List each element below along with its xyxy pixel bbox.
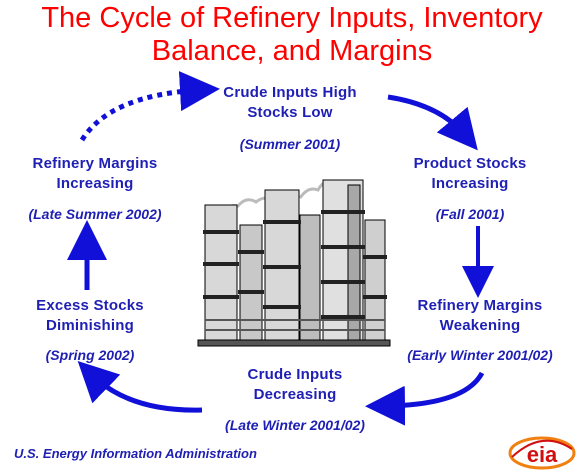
node-date: (Late Winter 2001/02) bbox=[225, 417, 365, 433]
arrow-right-lower-to-bottom bbox=[365, 371, 485, 426]
node-label-line-1: Product Stocks bbox=[413, 155, 527, 172]
node-date: (Late Summer 2002) bbox=[28, 206, 162, 222]
arrow-top-to-right-upper bbox=[387, 94, 478, 151]
node-product-stocks-increasing: Product Stocks Increasing (Fall 2001) bbox=[395, 154, 545, 223]
node-date: (Fall 2001) bbox=[435, 206, 505, 222]
arrow-left-upper-to-top bbox=[79, 71, 220, 142]
tower bbox=[364, 219, 386, 341]
node-date: (Summer 2001) bbox=[239, 136, 341, 152]
logo-text: eia bbox=[527, 442, 558, 467]
node-refinery-margins-increasing: Refinery Margins Increasing (Late Summer… bbox=[0, 154, 190, 223]
node-label-line-2: Increasing bbox=[56, 175, 134, 192]
node-label-line-2: Decreasing bbox=[253, 386, 337, 403]
node-crude-inputs-high: Crude Inputs High Stocks Low (Summer 200… bbox=[190, 83, 390, 153]
ground bbox=[197, 339, 391, 347]
node-refinery-margins-weakening: Refinery Margins Weakening (Early Winter… bbox=[390, 296, 570, 364]
node-date: (Spring 2002) bbox=[45, 347, 135, 363]
diagram-title: The Cycle of Refinery Inputs, Inventory … bbox=[0, 2, 584, 68]
node-label-line-2: Diminishing bbox=[45, 317, 135, 334]
refinery-illustration bbox=[197, 178, 391, 347]
title-line-1: The Cycle of Refinery Inputs, Inventory bbox=[41, 2, 543, 34]
node-label-line-1: Crude Inputs bbox=[247, 366, 343, 383]
eia-logo: eia bbox=[508, 436, 576, 470]
node-label-line-1: Crude Inputs High bbox=[223, 84, 357, 101]
node-date: (Early Winter 2001/02) bbox=[407, 347, 553, 363]
node-label-line-2: Weakening bbox=[439, 317, 521, 334]
node-excess-stocks-diminishing: Excess Stocks Diminishing (Spring 2002) bbox=[10, 296, 170, 364]
node-label-line-2: Stocks Low bbox=[247, 104, 333, 121]
node-label-line-2: Increasing bbox=[431, 175, 509, 192]
title-line-2: Balance, and Margins bbox=[151, 35, 433, 67]
tower bbox=[239, 224, 263, 341]
tower bbox=[204, 204, 238, 341]
node-label-line-1: Refinery Margins bbox=[417, 297, 543, 314]
node-crude-inputs-decreasing: Crude Inputs Decreasing (Late Winter 200… bbox=[195, 365, 395, 434]
node-label-line-1: Refinery Margins bbox=[32, 155, 158, 172]
arrow-bottom-to-left-lower bbox=[77, 361, 203, 413]
node-label-line-1: Excess Stocks bbox=[36, 297, 144, 314]
source-footer: U.S. Energy Information Administration bbox=[14, 446, 257, 461]
tower bbox=[299, 214, 321, 341]
